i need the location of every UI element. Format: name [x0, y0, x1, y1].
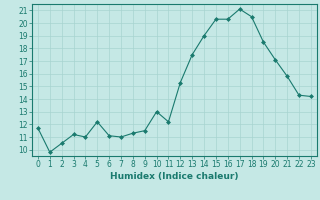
X-axis label: Humidex (Indice chaleur): Humidex (Indice chaleur)	[110, 172, 239, 181]
